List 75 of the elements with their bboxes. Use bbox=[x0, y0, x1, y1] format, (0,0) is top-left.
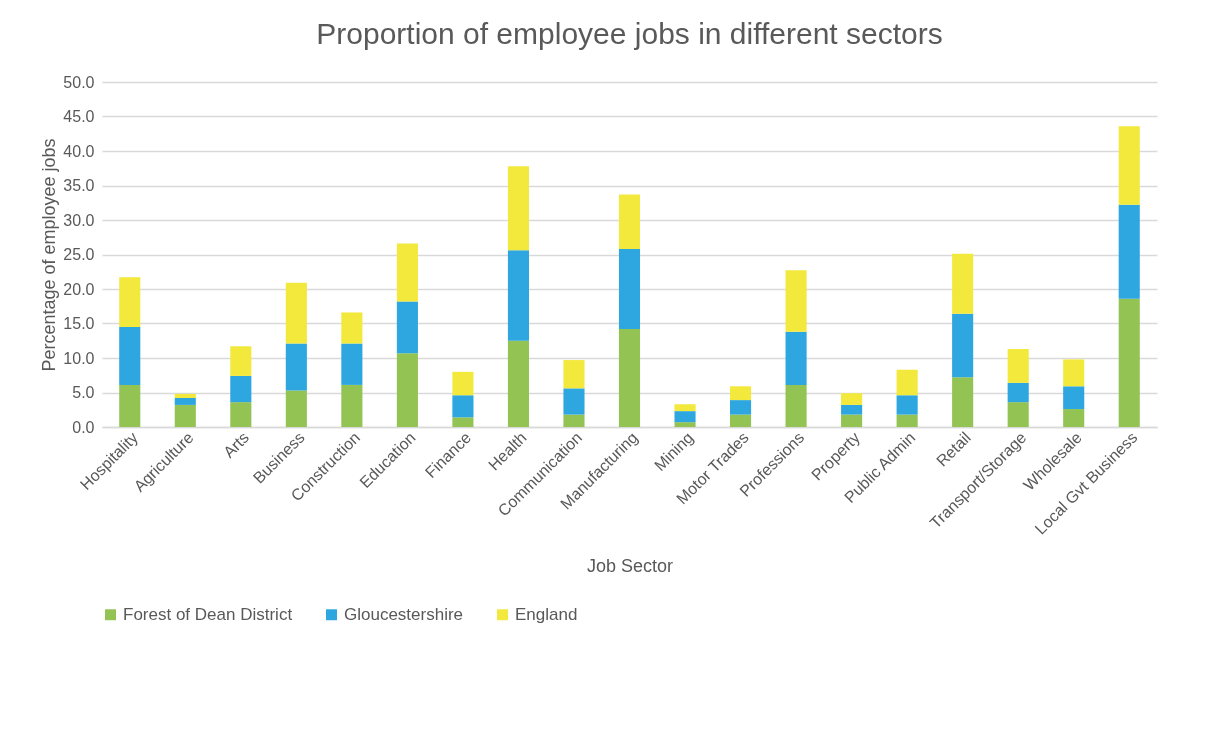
bar bbox=[507, 166, 529, 251]
y-tick-label: 15.0 bbox=[63, 315, 95, 332]
bar bbox=[230, 375, 252, 403]
chart-title: Proportion of employee jobs in different sectors bbox=[316, 17, 943, 50]
bar bbox=[507, 250, 529, 341]
bar bbox=[452, 371, 474, 396]
bar bbox=[674, 404, 696, 412]
bar bbox=[618, 329, 641, 427]
y-tick-label: 40.0 bbox=[63, 142, 95, 160]
bar bbox=[952, 377, 974, 427]
y-tick-label: 35.0 bbox=[63, 177, 95, 194]
bar bbox=[563, 360, 585, 389]
y-tick-label: 50.0 bbox=[63, 73, 95, 91]
bar bbox=[1007, 382, 1029, 403]
bar bbox=[1118, 298, 1140, 427]
bar bbox=[1007, 349, 1029, 383]
bar bbox=[1063, 359, 1085, 387]
bar bbox=[1007, 402, 1029, 427]
bar bbox=[785, 331, 807, 385]
bar bbox=[952, 253, 974, 314]
bar bbox=[841, 414, 863, 427]
bar bbox=[285, 390, 307, 427]
bar bbox=[618, 194, 641, 249]
bar bbox=[896, 369, 918, 396]
bar bbox=[785, 384, 807, 427]
bar bbox=[563, 414, 585, 427]
bar bbox=[341, 343, 363, 385]
bar bbox=[618, 248, 641, 330]
bar bbox=[396, 301, 418, 354]
bar bbox=[841, 393, 863, 405]
bar bbox=[452, 417, 474, 427]
y-tick-label: 45.0 bbox=[63, 108, 95, 125]
bar bbox=[230, 346, 252, 376]
x-tick-label: Arts bbox=[219, 428, 253, 461]
y-tick-label: 20.0 bbox=[63, 280, 95, 298]
bar bbox=[396, 353, 418, 427]
bar bbox=[674, 411, 696, 423]
bar bbox=[785, 270, 807, 332]
bar bbox=[119, 326, 141, 385]
bar bbox=[730, 386, 752, 401]
bar bbox=[674, 422, 696, 427]
y-tick-label: 0.0 bbox=[72, 418, 95, 436]
bar bbox=[174, 393, 196, 399]
legend-label: Forest of Dean District bbox=[123, 604, 293, 624]
bar bbox=[841, 404, 863, 415]
bar bbox=[174, 398, 196, 405]
bar bbox=[507, 340, 529, 427]
y-tick-label: 25.0 bbox=[63, 246, 95, 263]
legend-label: England bbox=[515, 604, 578, 624]
bar bbox=[119, 277, 141, 327]
y-tick-label: 5.0 bbox=[72, 384, 95, 401]
bar bbox=[285, 343, 307, 391]
bar bbox=[341, 384, 363, 427]
bar bbox=[119, 384, 141, 427]
x-axis-title: Job Sector bbox=[586, 555, 674, 576]
bar bbox=[285, 282, 307, 344]
y-axis-title: Percentage of employee jobs bbox=[39, 138, 60, 372]
bar bbox=[896, 395, 918, 415]
bar bbox=[896, 414, 918, 427]
bar bbox=[1063, 409, 1085, 427]
bar bbox=[1118, 204, 1140, 299]
bar bbox=[730, 414, 752, 427]
y-tick-label: 10.0 bbox=[63, 349, 95, 367]
bar bbox=[563, 388, 585, 415]
bar bbox=[230, 402, 252, 427]
bar bbox=[174, 404, 196, 427]
bar bbox=[452, 395, 474, 418]
bar bbox=[730, 400, 752, 415]
y-tick-label: 30.0 bbox=[63, 211, 95, 229]
bar bbox=[1063, 386, 1085, 410]
bar bbox=[341, 312, 363, 344]
bar bbox=[1118, 126, 1140, 205]
legend-label: Gloucestershire bbox=[344, 604, 464, 624]
bar bbox=[396, 243, 418, 302]
bar bbox=[952, 313, 974, 378]
